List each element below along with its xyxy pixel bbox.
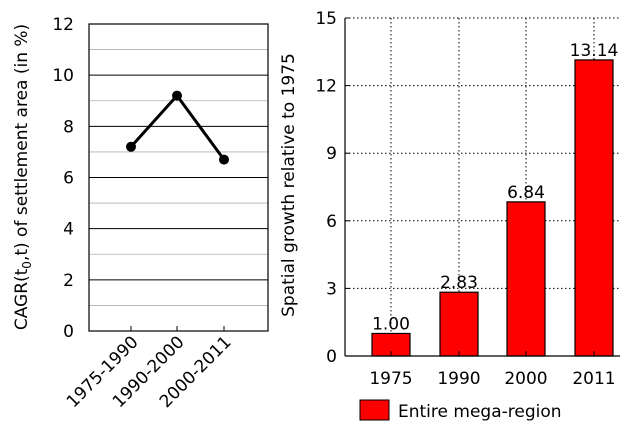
right-x-tick-label: 2000 <box>504 369 547 389</box>
right-y-tick-label: 12 <box>315 77 337 97</box>
legend-swatch-entire-mega-region <box>359 399 390 421</box>
right-x-tick-label: 1975 <box>369 369 412 389</box>
left-y-tick-label: 6 <box>63 169 74 189</box>
left-y-tick-label: 2 <box>63 271 74 291</box>
left-y-tick-label: 10 <box>52 66 74 86</box>
left-y-tick-label: 4 <box>63 220 74 240</box>
growth-bar <box>439 291 479 357</box>
growth-bar-value-label: 1.00 <box>372 314 410 334</box>
right-y-ticks: 0 3 6 9 12 15 <box>315 9 350 367</box>
right-y-tick-label: 9 <box>326 144 337 164</box>
growth-bar <box>574 59 614 357</box>
cagr-series-line <box>129 93 226 161</box>
growth-bars <box>371 59 614 357</box>
growth-bar-value-label: 13.14 <box>570 41 619 61</box>
left-gridlines <box>89 49 268 306</box>
right-x-tick-label: 1990 <box>437 369 480 389</box>
cagr-point <box>172 90 182 101</box>
right-x-ticks: 1975 1990 2000 2011 <box>369 351 616 389</box>
left-y-axis-label: CAGR(t0,t) of settlement area (in %) <box>12 24 34 330</box>
cagr-series-points <box>126 90 229 165</box>
growth-bar <box>506 201 546 357</box>
left-y-tick-label: 0 <box>63 322 74 342</box>
growth-bar-chart: 1.00 2.83 6.84 13.14 0 3 6 9 12 15 1975 1990 2000 2… <box>279 9 620 422</box>
cagr-point <box>219 154 229 165</box>
right-x-tick-label: 2011 <box>572 369 615 389</box>
growth-bar-value-label: 2.83 <box>440 273 478 293</box>
left-y-ticks: 0 2 4 6 8 10 12 <box>52 15 74 342</box>
growth-bar-value-labels: 1.00 2.83 6.84 13.14 <box>372 41 618 335</box>
right-y-tick-label: 3 <box>326 279 337 299</box>
growth-bar-value-label: 6.84 <box>507 183 545 203</box>
right-y-tick-label: 6 <box>326 212 337 232</box>
right-y-tick-label: 15 <box>315 9 337 29</box>
right-y-axis-label: Spatial growth relative to 1975 <box>279 53 299 317</box>
legend-label-entire-mega-region: Entire mega-region <box>398 402 562 422</box>
left-y-tick-label: 12 <box>52 15 74 35</box>
cagr-point <box>126 141 136 152</box>
left-y-tick-label: 8 <box>63 117 74 137</box>
legend: Entire mega-region <box>359 399 562 422</box>
left-plot-frame <box>88 23 269 332</box>
right-y-tick-label: 0 <box>326 347 337 367</box>
